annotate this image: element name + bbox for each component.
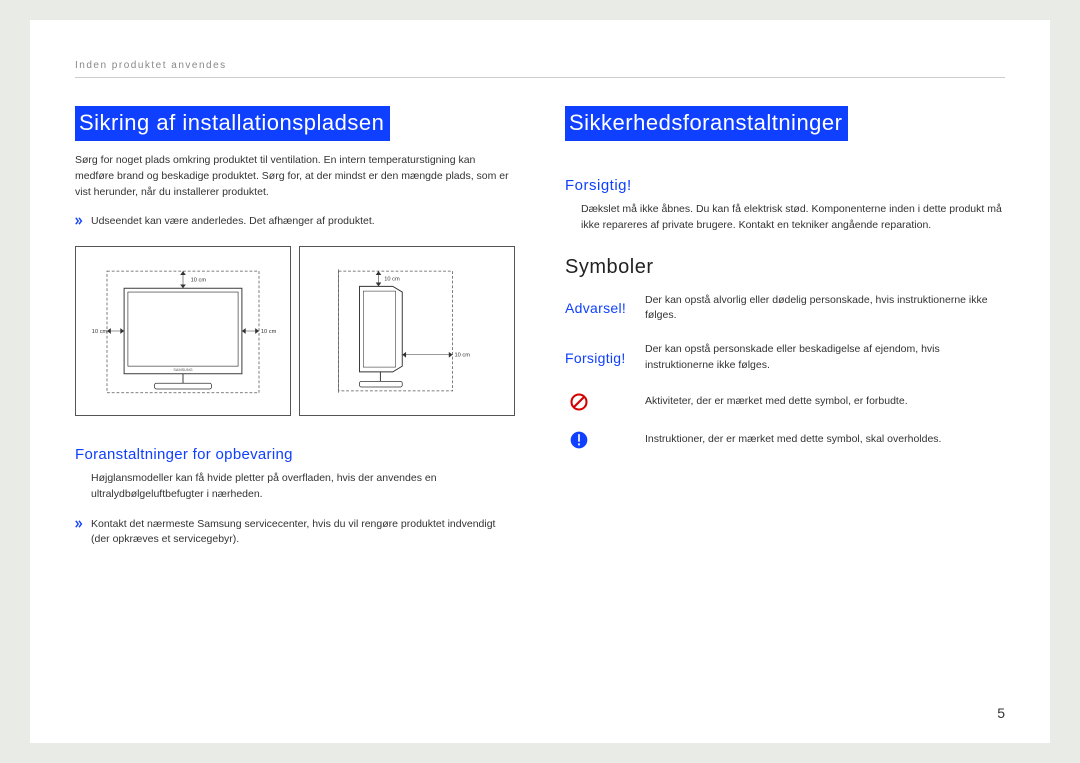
- storage-heading: Foranstaltninger for opbevaring: [75, 446, 515, 463]
- caution-text: Dækslet må ikke åbnes. Du kan få elektri…: [581, 202, 1005, 234]
- diagram-front: 10 cm 10 cm 10 cm SAMSUNG: [75, 246, 291, 416]
- label-top: 10 cm: [191, 278, 207, 284]
- mandatory-desc: Instruktioner, der er mærket med dette s…: [645, 432, 1005, 448]
- install-intro-text: Sørg for noget plads omkring produktet t…: [75, 153, 515, 200]
- bullet-row: Udseendet kan være anderledes. Det afhæn…: [75, 214, 515, 230]
- bullet-row: Kontakt det nærmeste Samsung servicecent…: [75, 517, 515, 549]
- section-title-install: Sikring af installationspladsen: [75, 106, 390, 141]
- symbols-heading: Symboler: [565, 256, 1005, 279]
- warning-desc: Der kan opstå alvorlig eller dødelig per…: [645, 293, 1005, 325]
- prohibit-desc: Aktiviteter, der er mærket med dette sym…: [645, 394, 1005, 410]
- warning-label: Advarsel!: [565, 300, 645, 316]
- chevron-bullet-icon: [75, 217, 83, 225]
- caution-heading: Forsigtig!: [565, 177, 1005, 194]
- chapter-header: Inden produktet anvendes: [75, 60, 1005, 71]
- storage-text: Højglansmodeller kan få hvide pletter på…: [91, 471, 515, 503]
- document-page: Inden produktet anvendes Sikring af inst…: [30, 20, 1050, 743]
- prohibit-icon-cell: [565, 392, 645, 412]
- mandatory-icon: [569, 430, 589, 450]
- svg-text:10 cm: 10 cm: [384, 277, 400, 283]
- page-number: 5: [997, 705, 1005, 721]
- chevron-bullet-icon: [75, 520, 83, 528]
- caution-desc: Der kan opstå personskade eller beskadig…: [645, 342, 1005, 374]
- bullet-text: Udseendet kan være anderledes. Det afhæn…: [91, 214, 375, 230]
- storage-bullet-text: Kontakt det nærmeste Samsung servicecent…: [91, 517, 515, 549]
- mandatory-icon-cell: [565, 430, 645, 450]
- symbol-table: Advarsel! Der kan opstå alvorlig eller d…: [565, 293, 1005, 450]
- diagram-row: 10 cm 10 cm 10 cm SAMSUNG: [75, 246, 515, 416]
- label-right: 10 cm: [261, 329, 277, 335]
- prohibit-icon: [569, 392, 589, 412]
- caution-label: Forsigtig!: [565, 350, 645, 366]
- left-column: Sikring af installationspladsen Sørg for…: [75, 106, 515, 556]
- brand-label: SAMSUNG: [173, 368, 192, 372]
- section-title-safety: Sikkerhedsforanstaltninger: [565, 106, 848, 141]
- label-left: 10 cm: [92, 329, 108, 335]
- diagram-side: 10 cm 10 cm: [299, 246, 515, 416]
- right-column: Sikkerhedsforanstaltninger Forsigtig! Dæ…: [565, 106, 1005, 556]
- content-columns: Sikring af installationspladsen Sørg for…: [75, 106, 1005, 556]
- header-divider: [75, 77, 1005, 78]
- svg-text:10 cm: 10 cm: [455, 353, 471, 359]
